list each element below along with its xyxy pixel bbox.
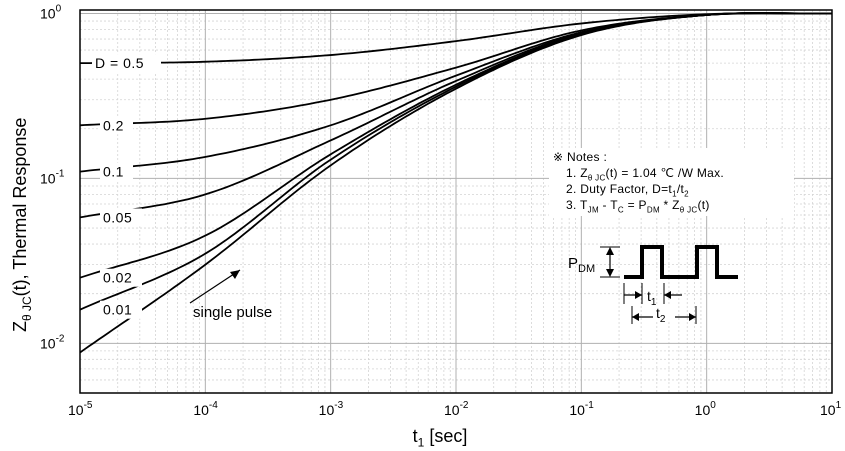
series-label-0: D = 0.5 [95, 55, 144, 71]
plot-frame [79, 9, 833, 394]
single-pulse-arrowhead [230, 270, 240, 279]
x-tick-label: 10-4 [193, 400, 218, 418]
pulse-waveform [624, 245, 738, 279]
x-tick-label: 10-1 [569, 400, 594, 418]
pdm-label: PDM [568, 255, 595, 275]
x-axis-label: t1 [sec] [412, 426, 468, 450]
y-axis-ticks: 10-2 10-1 100 [40, 3, 65, 351]
x-tick-label: 100 [695, 400, 717, 418]
series-label-bg [100, 208, 142, 227]
x-tick-label: 10-5 [68, 400, 93, 418]
note-2: 2. Duty Factor, D=t1/t2 [566, 182, 689, 199]
series-label-5: 0.01 [103, 302, 132, 318]
x-tick-label: 10-3 [319, 400, 344, 418]
series-label-bg [100, 300, 142, 319]
y-tick-label: 10-2 [40, 333, 65, 351]
series-label-bg [92, 54, 161, 73]
series-label-bg [100, 116, 133, 135]
series-label-4: 0.02 [103, 270, 132, 286]
series-labels: D = 0.5 0.2 0.1 0.05 0.02 0.01 [92, 54, 161, 319]
note-3: 3. TJM - TC = PDM * Zθ JC(t) [566, 198, 710, 215]
notes-box: ※ Notes : 1. Zθ JC(t) = 1.04 ℃ /W Max. 2… [549, 148, 794, 216]
single-pulse-pointer [189, 269, 241, 304]
series-line-6 [79, 12, 832, 354]
x-axis-ticks: 10-5 10-4 10-3 10-2 10-1 100 101 [68, 400, 842, 418]
series-label-bg [100, 162, 133, 181]
series-label-bg [100, 268, 142, 287]
pulse-waveform-diagram: PDM t1 t2 [568, 245, 738, 325]
series-label-2: 0.1 [103, 164, 124, 180]
y-tick-label: 10-1 [40, 168, 65, 186]
t2-label: t2 [656, 305, 666, 325]
y-tick-label: 100 [40, 3, 62, 21]
y-axis-label: Zθ JC(t), Thermal Response [10, 117, 34, 333]
notes-header: ※ Notes : [553, 150, 608, 164]
x-tick-label: 10-2 [444, 400, 469, 418]
series-label-3: 0.05 [103, 209, 132, 225]
t1-label: t1 [647, 288, 657, 308]
x-tick-label: 101 [820, 400, 842, 418]
series-lines [79, 12, 832, 354]
single-pulse-label: single pulse [193, 304, 272, 321]
note-1: 1. Zθ JC(t) = 1.04 ℃ /W Max. [566, 166, 725, 183]
series-label-1: 0.2 [103, 117, 124, 133]
